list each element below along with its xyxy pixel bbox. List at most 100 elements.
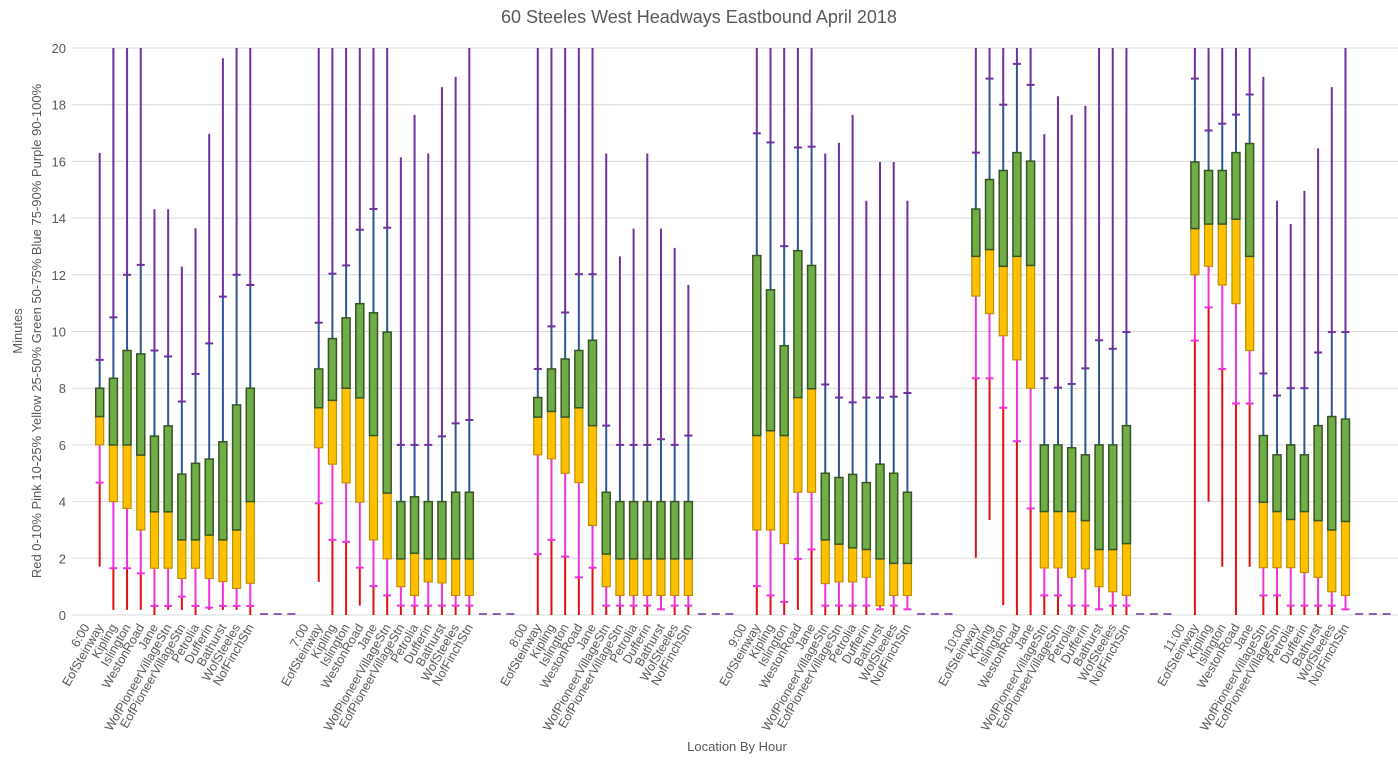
box-WofSteeles <box>888 161 899 615</box>
box-EofSteinway <box>752 48 762 615</box>
y-axis-title-line1: Minutes <box>10 308 25 354</box>
box-green <box>341 317 351 389</box>
box-Islington <box>122 48 132 610</box>
box-Petrolia <box>628 228 639 615</box>
box-green <box>1203 169 1214 225</box>
box-green <box>642 500 653 560</box>
box-green <box>779 344 789 437</box>
x-axis-title: Location By Hour <box>687 739 787 754</box>
box-yellow <box>1203 223 1214 267</box>
box-green <box>163 425 173 513</box>
chart-title: 60 Steeles West Headways Eastbound April… <box>501 7 897 27</box>
box-green <box>204 458 214 536</box>
box-yellow <box>779 434 789 545</box>
box-yellow <box>848 547 858 583</box>
box-NofFinchStn <box>902 200 913 611</box>
box-WestonRoad <box>136 48 146 610</box>
box-green <box>984 178 995 251</box>
box-yellow <box>1108 548 1118 593</box>
box-green <box>1053 444 1063 513</box>
box-yellow <box>670 558 680 597</box>
box-EofPioneerVillageStn <box>1272 200 1282 615</box>
box-yellow <box>601 553 611 588</box>
box-Jane <box>368 48 379 615</box>
box-NofFinchStn <box>683 285 694 615</box>
box-WofSteeles <box>669 247 680 615</box>
box-Petrolia <box>1066 114 1077 615</box>
box-Dufferin <box>1299 190 1310 615</box>
box-WofPioneerVillageStn <box>163 209 173 610</box>
y-tick-label: 18 <box>52 98 66 113</box>
box-green <box>902 491 913 565</box>
box-yellow <box>546 410 557 460</box>
y-tick-label: 8 <box>59 381 66 396</box>
box-yellow <box>1217 223 1227 286</box>
box-yellow <box>1299 510 1310 574</box>
box-yellow <box>533 416 543 456</box>
box-Dufferin <box>861 200 872 615</box>
box-yellow <box>1286 518 1296 569</box>
box-green <box>1025 160 1036 267</box>
y-tick-label: 6 <box>59 438 66 453</box>
box-green <box>423 500 433 560</box>
box-yellow <box>149 511 160 569</box>
box-yellow <box>984 248 995 315</box>
box-yellow <box>1094 548 1104 588</box>
box-Jane <box>1025 48 1036 615</box>
box-WofPioneerVillageStn <box>382 48 392 615</box>
box-NofFinchStn <box>245 48 256 615</box>
box-green <box>1231 151 1241 220</box>
y-axis-title-line2: Red 0-10% Pink 10-25% Yellow 25-50% Gree… <box>29 83 44 578</box>
box-green <box>847 473 858 549</box>
box-yellow <box>1313 519 1323 578</box>
box-yellow <box>423 558 433 583</box>
box-yellow <box>136 454 146 531</box>
box-green <box>971 208 981 258</box>
box-yellow <box>1080 519 1090 570</box>
box-Bathurst <box>656 228 666 611</box>
box-green <box>1258 434 1269 503</box>
box-NofFinchStn <box>1121 48 1132 615</box>
box-WofPioneerVillageStn <box>1039 134 1050 615</box>
box-yellow <box>382 492 392 560</box>
box-green <box>888 472 899 565</box>
box-green <box>149 435 160 513</box>
box-Islington <box>779 48 789 615</box>
box-Islington <box>1217 48 1228 567</box>
box-yellow <box>245 501 255 584</box>
y-tick-label: 14 <box>52 211 66 226</box>
box-green <box>683 500 694 560</box>
y-tick-label: 10 <box>52 325 66 340</box>
box-yellow <box>341 387 351 484</box>
box-green <box>628 500 639 560</box>
box-green <box>1094 444 1104 551</box>
box-yellow <box>122 444 132 510</box>
y-tick-label: 4 <box>59 495 66 510</box>
box-yellow <box>1190 227 1200 276</box>
box-green <box>409 496 420 554</box>
box-green <box>1285 444 1296 521</box>
box-yellow <box>1067 510 1077 578</box>
box-green <box>875 463 885 560</box>
box-WestonRoad <box>1012 48 1022 615</box>
box-Dufferin <box>1080 105 1091 615</box>
box-green <box>396 500 406 560</box>
box-green <box>546 368 557 413</box>
box-Petrolia <box>190 228 201 615</box>
box-green <box>245 387 256 503</box>
box-yellow <box>1272 510 1282 569</box>
box-green <box>560 358 570 418</box>
box-EofSteinway <box>533 48 543 615</box>
box-green <box>1244 142 1255 258</box>
box-green <box>382 331 392 494</box>
box-Bathurst <box>437 87 447 615</box>
box-Jane <box>1244 48 1255 567</box>
box-green <box>190 462 201 541</box>
box-yellow <box>368 434 379 541</box>
box-green <box>437 500 447 560</box>
box-green <box>1340 418 1351 523</box>
box-green <box>464 491 475 560</box>
box-Jane <box>149 209 160 615</box>
box-green <box>861 481 872 551</box>
